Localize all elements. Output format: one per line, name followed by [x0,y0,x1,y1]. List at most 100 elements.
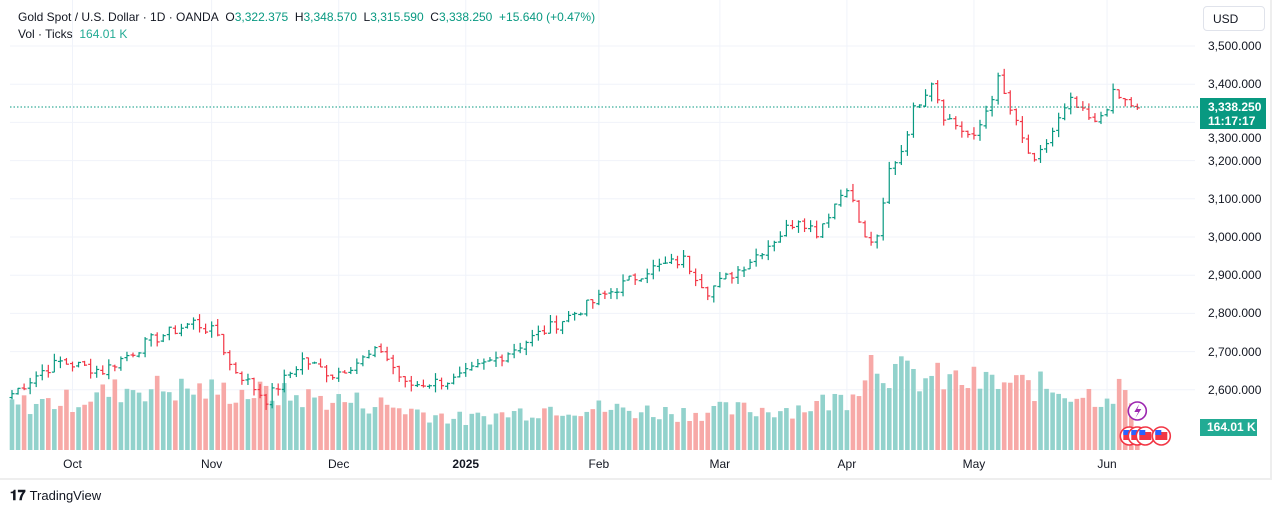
price-chart[interactable] [0,0,1200,480]
ohlc-bar [112,364,118,372]
volume-bar [699,420,704,450]
volume-bar [971,366,977,450]
volume-bar [191,394,196,450]
ohlc-bar [251,377,257,396]
volume-bar [741,402,747,450]
ohlc-bar [1074,96,1080,108]
tradingview-icon: 𝟏𝟕 [10,487,26,503]
volume-bar [820,394,825,450]
ohlc-bar [360,355,366,367]
volume-bar [826,410,832,450]
symbol-title[interactable]: Gold Spot / U.S. Dollar · 1D · OANDA [18,10,219,24]
volume-bar [880,383,886,450]
volume-bar [499,412,505,450]
ohlc-bar [118,356,124,371]
ohlc-bar [808,220,814,233]
ohlc-bar [1031,152,1037,162]
ohlc-bar [644,268,650,284]
ohlc-bar [681,250,687,268]
volume-bar [790,418,795,450]
ohlc-bar [70,361,75,372]
ohlc-bar [572,311,578,321]
ohlc-bar [402,376,408,388]
high-label: H [294,10,304,24]
tradingview-logo[interactable]: 𝟏𝟕 TradingView [10,487,101,504]
ohlc-bar [1128,97,1134,108]
volume-bar [112,379,118,450]
volume-bar [64,389,69,450]
ohlc-bar [723,272,729,280]
volume-bar [58,405,63,450]
volume-bar [427,422,432,450]
time-axis-label: Dec [328,457,350,471]
ohlc-bar [136,352,142,358]
ohlc-bar [39,364,45,381]
volume-bar [1116,378,1122,450]
volume-bar [76,407,81,450]
volume-bar [203,398,208,450]
ohlc-bar [983,105,989,129]
ohlc-bar [245,373,251,385]
ohlc-bar [541,325,547,335]
ohlc-bar [27,377,33,395]
ohlc-bar [1056,112,1062,138]
ohlc-bar [184,323,190,329]
ohlc-bar [886,161,892,204]
ohlc-bar [923,89,929,107]
ohlc-bar [777,231,783,243]
volume-label[interactable]: Vol · Ticks [18,27,73,41]
volume-value: 164.01 K [79,27,128,41]
change-value: +15.640 (+0.47%) [499,10,596,24]
ohlc-bar [221,333,227,356]
volume-bar [953,370,959,450]
ohlc-bar [529,329,535,347]
ohlc-bar [892,161,898,175]
volume-bar [94,392,99,450]
ohlc-bar [675,255,680,269]
ohlc-bar [705,286,711,301]
lightning-icon [1134,404,1142,418]
us-flag-icon [1139,432,1152,440]
ohlc-bar [535,325,541,341]
volume-bar [772,417,777,450]
ohlc-bar [608,288,614,299]
ohlc-bar [965,130,971,138]
currency-button[interactable]: USD [1203,6,1265,31]
volume-bar [360,408,366,450]
price-axis-label: 3,400.000 [1208,77,1262,92]
time-axis-label: Feb [588,457,610,471]
volume-bar [167,392,172,450]
volume-bar [983,371,989,450]
volume-bar [185,388,190,450]
ohlc-bar [547,315,553,334]
volume-bar [638,412,644,450]
ohlc-bar [638,278,644,282]
volume-bar [893,363,898,450]
volume-bar [481,416,487,450]
ohlc-bar [602,290,608,300]
volume-bar [886,388,892,450]
ohlc-bar [747,259,753,270]
volume-bar [1014,375,1019,450]
volume-bar [281,383,287,450]
ohlc-bar [735,266,741,284]
volume-bar [251,398,257,450]
ohlc-bar [178,323,184,337]
volume-bar [778,411,783,450]
volume-bar [523,420,529,450]
ohlc-bar [82,360,88,366]
volume-bar [850,394,856,450]
volume-bar [989,374,995,450]
volume-bar [729,414,735,450]
volume-bar [136,392,142,450]
volume-bar [233,402,239,450]
volume-bar [632,418,638,450]
ohlc-bar [668,253,674,264]
volume-bar [245,399,251,450]
ohlc-bar [426,384,432,389]
volume-bar [1098,406,1104,450]
ohlc-bar [771,240,777,252]
ohlc-bar [517,342,523,354]
ohlc-bar [693,268,699,287]
volume-bar [487,424,493,450]
